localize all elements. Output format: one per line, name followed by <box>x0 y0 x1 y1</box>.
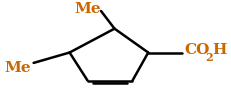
Text: CO: CO <box>184 43 210 57</box>
Text: H: H <box>212 43 227 57</box>
Text: Me: Me <box>5 61 31 75</box>
Text: Me: Me <box>74 2 101 16</box>
Text: 2: 2 <box>206 52 213 63</box>
